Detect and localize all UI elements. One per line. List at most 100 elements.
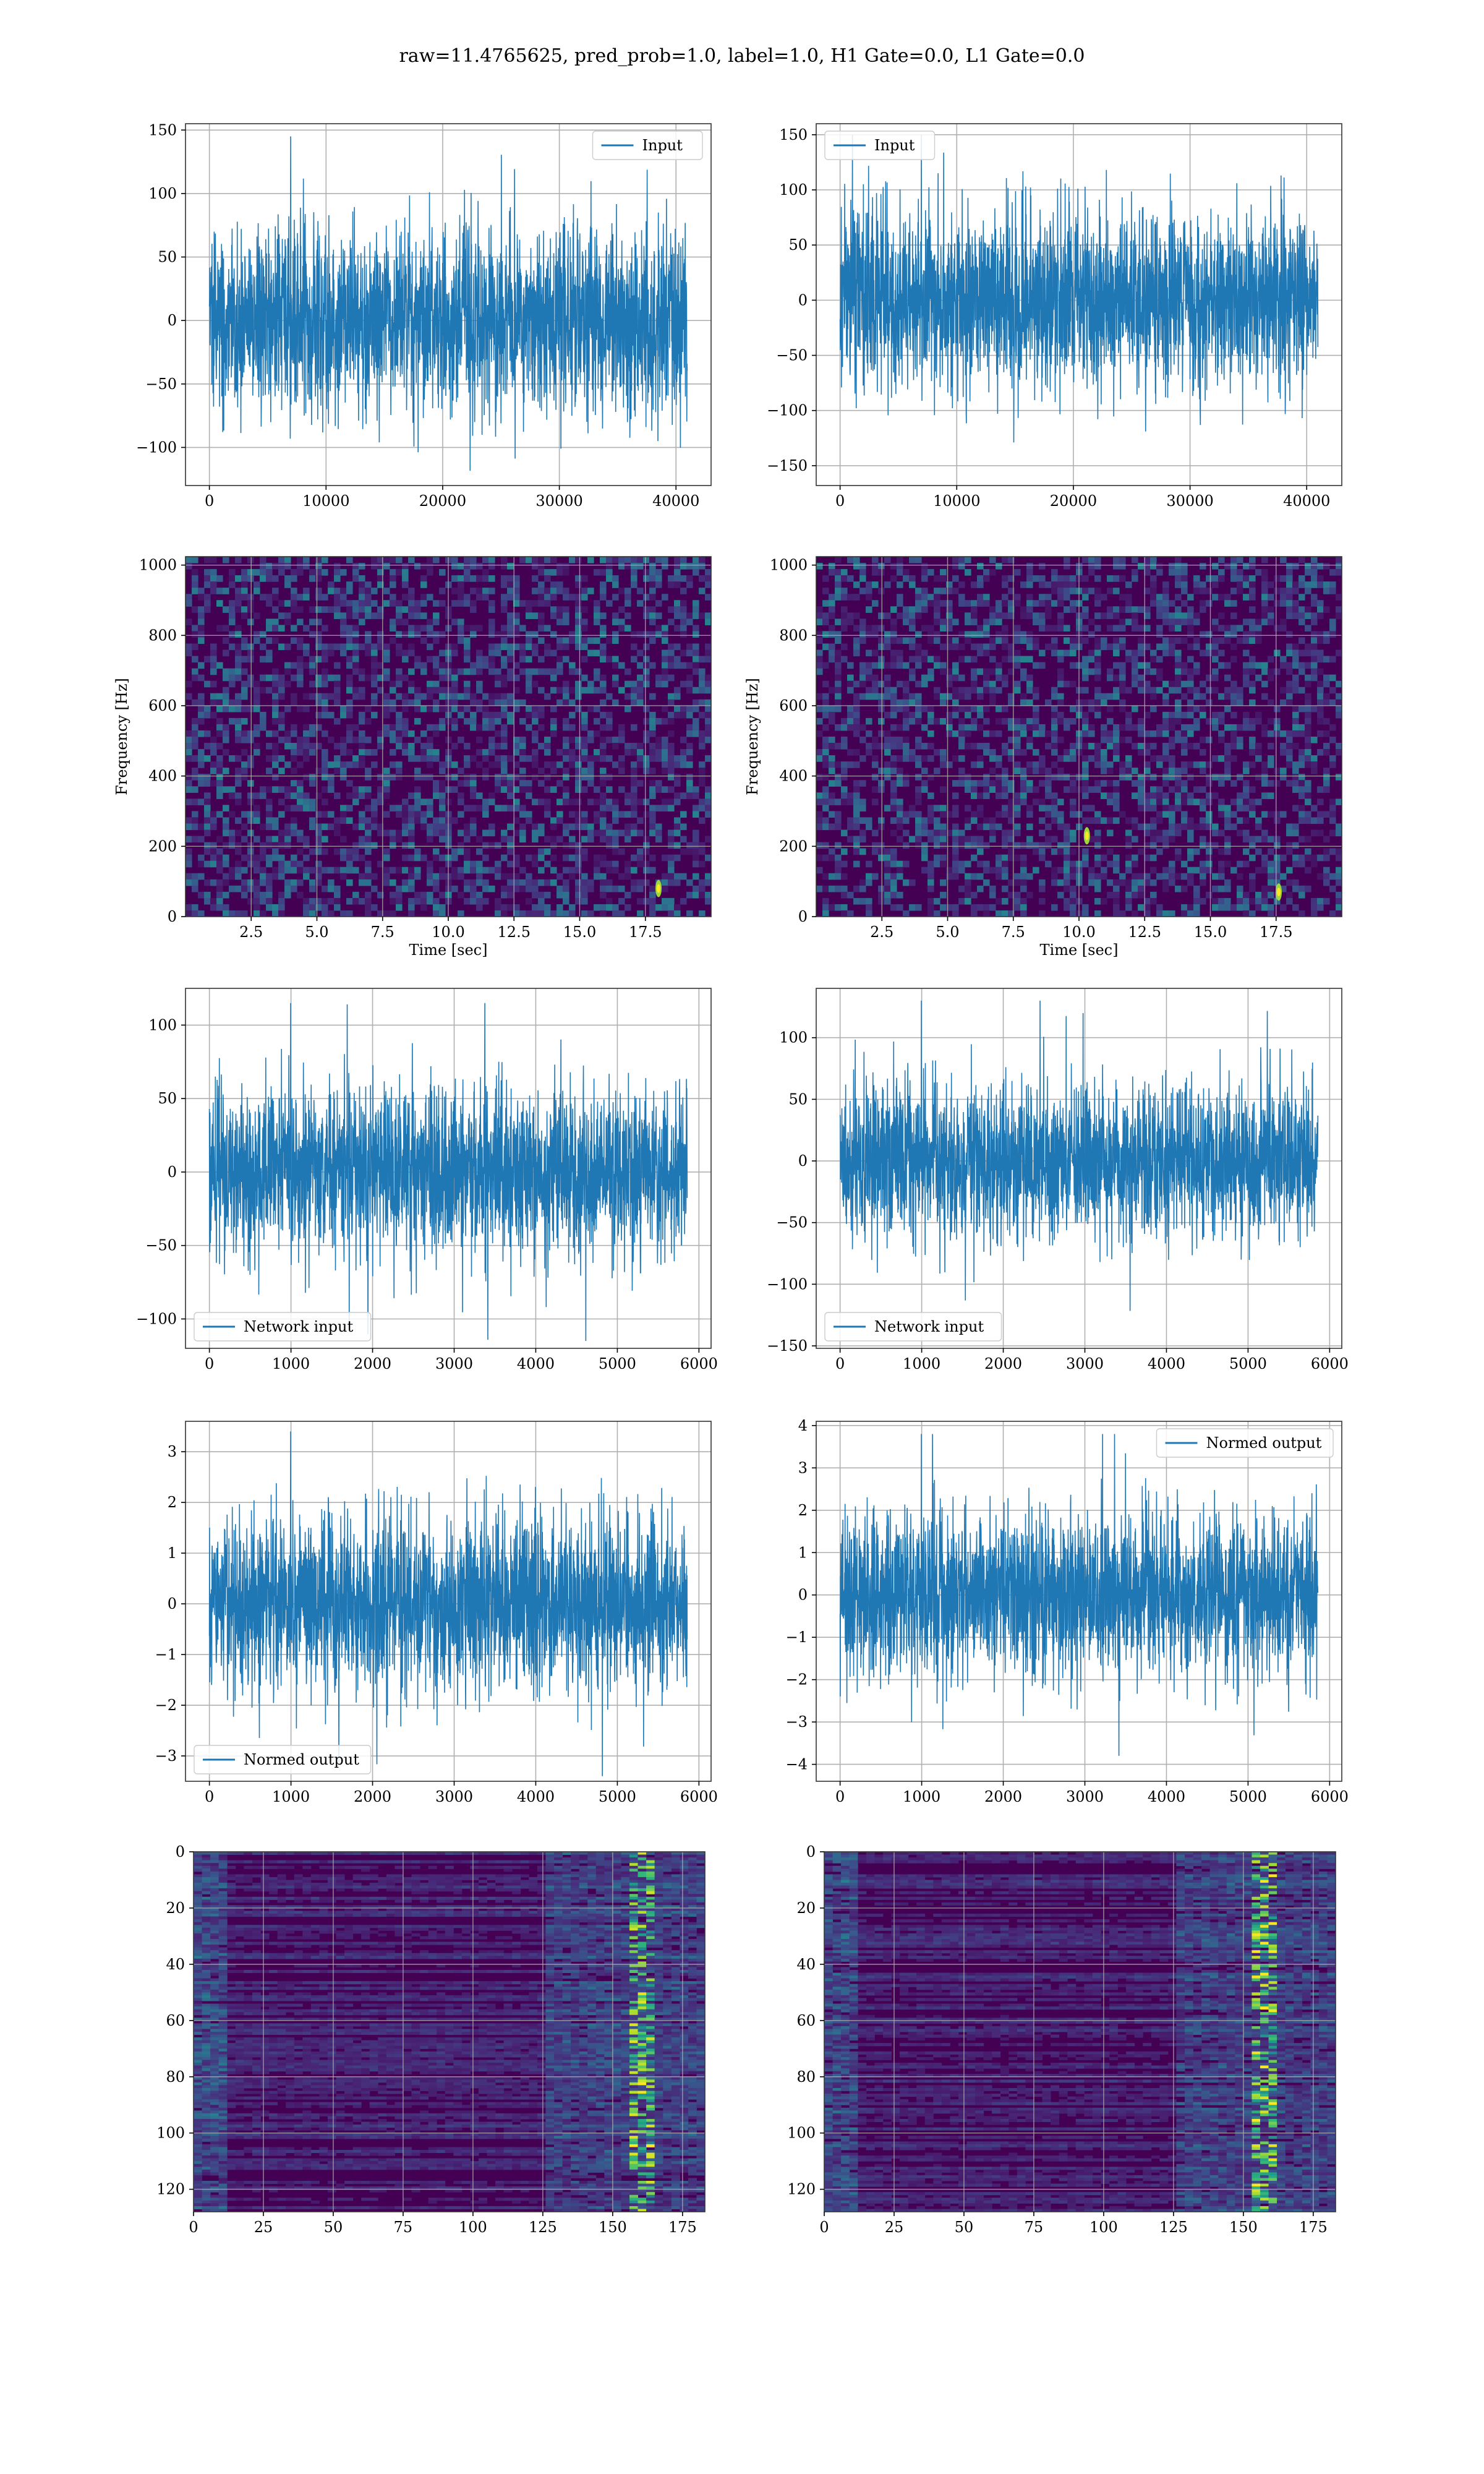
heatmap-cell <box>637 680 644 688</box>
heatmap-cell <box>680 749 687 756</box>
heatmap-cell <box>315 606 322 613</box>
heatmap-cell <box>538 743 545 750</box>
heatmap-cell <box>1169 786 1175 793</box>
heatmap-cell <box>538 823 545 831</box>
heatmap-cell <box>1002 581 1009 588</box>
heatmap-cell <box>631 699 638 706</box>
heatmap-cell <box>272 717 279 725</box>
heatmap-cell <box>402 631 409 638</box>
heatmap-cell <box>909 606 916 613</box>
heatmap-cell <box>1051 761 1058 768</box>
heatmap-cell <box>334 867 341 874</box>
heatmap-cell <box>829 600 835 607</box>
heatmap-cell <box>1323 674 1330 682</box>
heatmap-cell <box>1107 575 1114 582</box>
heatmap-cell <box>1082 668 1089 675</box>
heatmap-cell <box>575 774 582 781</box>
heatmap-cell <box>1082 588 1089 594</box>
heatmap-cell <box>829 768 835 774</box>
heatmap-cell <box>1311 649 1318 657</box>
heatmap-cell <box>890 879 897 886</box>
heatmap-cell <box>396 885 403 892</box>
heatmap-cell <box>198 674 205 682</box>
heatmap-cell <box>1026 823 1033 831</box>
heatmap-cell <box>1002 656 1009 663</box>
heatmap-cell <box>884 885 891 892</box>
heatmap-cell <box>1094 649 1101 657</box>
heatmap-cell <box>223 842 229 849</box>
heatmap-cell <box>427 891 433 899</box>
heatmap-cell <box>1162 693 1169 700</box>
heatmap-cell <box>433 749 440 756</box>
heatmap-cell <box>977 842 984 849</box>
heatmap-cell <box>686 842 693 849</box>
heatmap-cell <box>464 867 471 874</box>
heatmap-cell <box>334 699 341 706</box>
heatmap-cell <box>322 904 328 911</box>
heatmap-cell <box>260 594 267 601</box>
heatmap-cell <box>1169 873 1175 880</box>
heatmap-cell <box>680 711 687 719</box>
heatmap-cell <box>971 836 978 843</box>
heatmap-cell <box>1268 891 1274 899</box>
heatmap-cell <box>668 774 675 781</box>
heatmap-cell <box>600 817 607 824</box>
heatmap-cell <box>884 879 891 886</box>
heatmap-cell <box>581 755 588 762</box>
heatmap-cell <box>1243 817 1250 824</box>
heatmap-cell <box>470 575 477 582</box>
heatmap-cell <box>458 798 464 805</box>
heatmap-cell <box>884 768 891 774</box>
heatmap-cell <box>890 625 897 632</box>
heatmap-cell <box>921 724 928 731</box>
heatmap-cell <box>420 668 427 675</box>
heatmap-cell <box>1218 575 1225 582</box>
heatmap-cell <box>996 860 1002 868</box>
heatmap-cell <box>1218 873 1225 880</box>
panel-spec-h1: 2.5 5.0 7.5 10.0 12.5 15.0 17.5020040060080010… <box>113 556 712 959</box>
heatmap-cell <box>1249 798 1256 805</box>
heatmap-cell <box>989 817 996 824</box>
heatmap-cell <box>600 811 607 818</box>
heatmap-cell <box>266 879 273 886</box>
heatmap-cell <box>451 873 458 880</box>
heatmap-cell <box>1206 674 1213 682</box>
heatmap-cell <box>1169 625 1175 632</box>
heatmap-cell <box>488 737 495 743</box>
heatmap-cell <box>420 811 427 818</box>
heatmap-cell <box>334 643 341 651</box>
heatmap-cell <box>365 829 372 837</box>
heatmap-cell <box>1026 768 1033 774</box>
heatmap-cell <box>216 743 223 750</box>
heatmap-cell <box>1292 612 1299 619</box>
heatmap-cell <box>1175 594 1182 601</box>
heatmap-cell <box>235 594 242 601</box>
heatmap-cell <box>1311 643 1318 651</box>
heatmap-cell <box>934 817 940 824</box>
heatmap-cell <box>1311 563 1318 570</box>
heatmap-cell <box>903 774 910 781</box>
legend: Input <box>592 131 703 160</box>
heatmap-cell <box>1268 792 1274 799</box>
heatmap-cell <box>637 780 644 787</box>
heatmap-cell <box>890 563 897 570</box>
heatmap-cell <box>662 656 668 663</box>
heatmap-cell <box>631 879 638 886</box>
heatmap-cell <box>420 581 427 588</box>
heatmap-cell <box>1237 557 1243 563</box>
heatmap-cell <box>223 891 229 899</box>
heatmap-cell <box>915 761 922 768</box>
heatmap-cell <box>1064 755 1070 762</box>
heatmap-cell <box>1255 625 1262 632</box>
heatmap-cell <box>359 873 365 880</box>
heatmap-cell <box>186 873 192 880</box>
heatmap-cell <box>544 761 551 768</box>
heatmap-cell <box>210 668 217 675</box>
heatmap-cell <box>476 792 483 799</box>
heatmap-cell <box>315 588 322 594</box>
heatmap-cell <box>1125 891 1132 899</box>
heatmap-cell <box>439 805 446 812</box>
heatmap-cell <box>1002 897 1009 905</box>
heatmap-cell <box>1212 755 1219 762</box>
heatmap-cell <box>587 637 594 644</box>
